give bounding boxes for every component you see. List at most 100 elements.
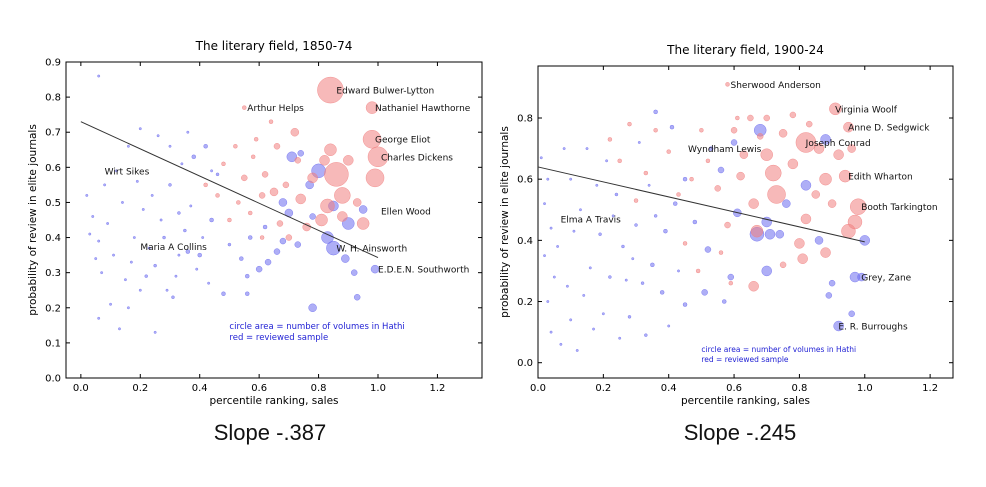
author-label: E. R. Burroughs: [838, 323, 908, 333]
data-point: [141, 208, 145, 211]
data-point: [97, 74, 101, 78]
data-point: [85, 193, 89, 197]
slope-caption-left: Slope -.387: [213, 420, 327, 445]
data-point-reviewed: [241, 174, 248, 182]
data-point-reviewed: [258, 192, 266, 199]
data-point: [569, 318, 573, 322]
data-point: [168, 144, 172, 148]
data-point: [262, 224, 268, 230]
data-point: [129, 260, 133, 264]
data-point-reviewed: [343, 155, 354, 166]
x-tick-label: 1.2: [922, 383, 938, 394]
regression-line: [80, 121, 379, 259]
data-point-reviewed: [797, 253, 808, 264]
data-point-reviewed: [653, 127, 658, 133]
data-point: [659, 290, 665, 295]
data-point-reviewed: [203, 182, 208, 188]
data-point: [722, 299, 727, 304]
data-point: [126, 306, 130, 310]
data-point: [647, 183, 651, 187]
data-point-reviewed: [365, 168, 385, 188]
data-point: [543, 254, 546, 258]
data-point-reviewed: [841, 223, 856, 239]
data-point-reviewed: [699, 127, 704, 133]
data-point: [848, 310, 855, 318]
data-point: [308, 303, 317, 313]
data-point: [168, 183, 172, 187]
data-point: [138, 127, 142, 131]
data-point-reviewed: [627, 121, 632, 127]
x-tick-label: 1.2: [429, 383, 445, 394]
author-label: Grey, Zane: [861, 274, 911, 284]
data-point: [126, 144, 130, 148]
data-point: [579, 208, 582, 212]
x-tick-label: 0.8: [791, 383, 807, 394]
data-point: [91, 215, 95, 218]
data-point-reviewed: [805, 120, 813, 128]
data-point: [112, 253, 115, 257]
y-axis-label: probability of review in elite journals: [27, 124, 39, 316]
data-point: [621, 244, 625, 249]
data-point: [115, 169, 118, 173]
y-tick-label: 0.6: [517, 175, 533, 186]
data-point-reviewed: [724, 221, 731, 229]
data-point-reviewed: [849, 198, 867, 215]
data-point: [350, 269, 358, 276]
data-point: [588, 266, 592, 270]
data-point-reviewed: [730, 126, 738, 134]
data-point: [189, 204, 193, 208]
data-point-reviewed: [250, 154, 256, 160]
data-point: [370, 264, 380, 274]
data-point: [162, 235, 166, 240]
data-point-reviewed: [779, 261, 787, 269]
data-point: [297, 150, 304, 157]
data-point-reviewed: [820, 247, 831, 258]
data-point: [717, 166, 725, 174]
author-label: Charles Dickens: [381, 153, 453, 163]
data-point-reviewed: [739, 150, 749, 159]
data-point: [565, 284, 569, 288]
data-point-reviewed: [324, 143, 337, 157]
data-point: [704, 246, 712, 253]
x-axis-label: percentile ranking, sales: [210, 395, 339, 407]
data-point-reviewed: [829, 102, 842, 116]
data-point: [94, 257, 98, 261]
x-tick-label: 0.4: [661, 383, 677, 394]
data-point: [857, 272, 866, 282]
data-point-reviewed: [337, 211, 348, 222]
data-point-reviewed: [295, 193, 306, 205]
data-point: [601, 312, 605, 316]
data-point: [592, 327, 596, 331]
data-point: [150, 193, 154, 197]
data-point: [273, 248, 281, 255]
x-tick-label: 0.2: [595, 383, 611, 394]
data-point: [191, 154, 197, 160]
data-point-reviewed: [666, 149, 671, 154]
data-point: [121, 200, 124, 204]
data-point-reviewed: [317, 76, 344, 104]
data-point: [165, 288, 169, 292]
author-label: Wyndham Lewis: [688, 145, 762, 155]
y-tick-label: 0.6: [45, 163, 61, 174]
data-point: [634, 223, 638, 227]
data-point: [203, 144, 208, 149]
data-point-reviewed: [756, 133, 764, 140]
data-point-reviewed: [259, 235, 265, 240]
data-point-reviewed: [747, 114, 754, 122]
data-point-reviewed: [221, 161, 226, 167]
data-point: [153, 330, 157, 334]
data-point-reviewed: [282, 181, 290, 189]
data-point-reviewed: [365, 101, 379, 114]
data-point: [595, 183, 599, 187]
data-point: [775, 229, 785, 239]
data-point: [730, 139, 738, 146]
data-point: [637, 141, 641, 144]
data-point: [144, 274, 148, 278]
data-point-reviewed: [787, 158, 799, 170]
data-point: [605, 159, 609, 163]
data-point-reviewed: [319, 155, 330, 166]
data-point: [663, 228, 668, 234]
data-point: [245, 291, 250, 296]
data-point: [653, 109, 658, 115]
data-point-reviewed: [847, 144, 856, 153]
